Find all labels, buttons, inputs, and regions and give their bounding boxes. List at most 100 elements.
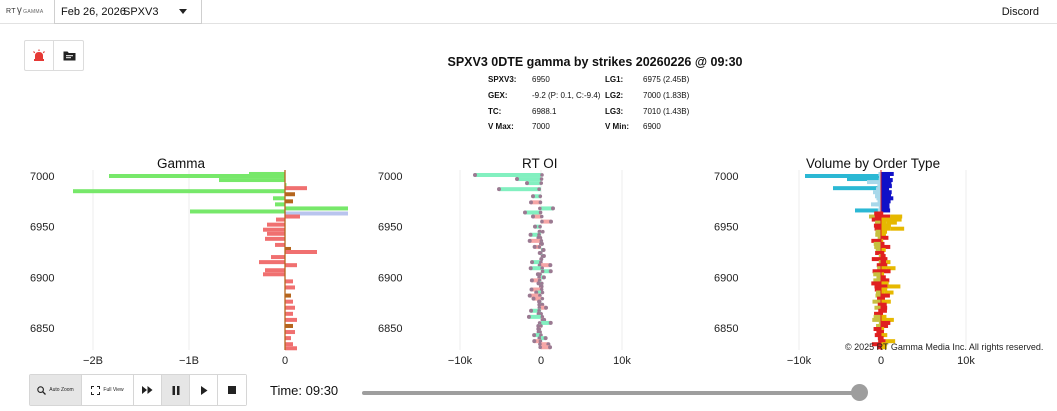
oi-bar bbox=[539, 251, 542, 256]
volume-bar bbox=[881, 263, 888, 268]
oi-bar bbox=[475, 172, 541, 177]
time-slider-thumb[interactable] bbox=[850, 384, 868, 401]
oi-dot bbox=[537, 299, 542, 304]
oi-bar bbox=[541, 241, 543, 246]
volume-bar bbox=[871, 238, 881, 243]
oi-dot bbox=[536, 235, 541, 240]
volume-bar bbox=[877, 199, 881, 204]
date-value: Feb 26, 2026 bbox=[61, 6, 126, 18]
volume-bar bbox=[878, 254, 881, 259]
volume-bar bbox=[887, 284, 901, 289]
volume-bar bbox=[884, 290, 894, 295]
volume-bar bbox=[881, 223, 891, 228]
full-view-button[interactable]: Full View bbox=[82, 375, 134, 405]
oi-bar bbox=[541, 254, 544, 259]
play-button[interactable] bbox=[190, 375, 218, 405]
oi-dot bbox=[539, 257, 544, 261]
volume-bar bbox=[877, 266, 881, 271]
oi-dot bbox=[551, 206, 555, 211]
open-file-button[interactable] bbox=[55, 41, 84, 70]
volume-bar bbox=[874, 214, 881, 219]
oi-dot bbox=[539, 251, 543, 255]
gamma-bar bbox=[275, 202, 285, 207]
stat-key: LG1: bbox=[605, 75, 624, 84]
gamma-bar bbox=[285, 299, 293, 304]
oi-bar bbox=[535, 224, 541, 229]
stat-value: 7010 (1.43B) bbox=[643, 107, 690, 116]
volume-bar bbox=[878, 178, 881, 183]
oi-dot bbox=[538, 210, 543, 215]
volume-bar bbox=[881, 333, 888, 338]
oi-dot bbox=[537, 263, 542, 267]
volume-bar bbox=[883, 317, 894, 322]
fast-forward-button[interactable] bbox=[134, 375, 162, 405]
stat-key: SPXV3: bbox=[488, 75, 517, 84]
volume-bar bbox=[890, 214, 903, 219]
volume-bar bbox=[881, 272, 885, 277]
page-title: SPXV3 0DTE gamma by strikes 20260226 @ 0… bbox=[447, 55, 743, 69]
volume-bar bbox=[873, 278, 881, 283]
volume-bar bbox=[877, 302, 881, 307]
volume-bar bbox=[881, 232, 886, 237]
date-ticker-selector[interactable]: Feb 26, 2026 SPXV3 bbox=[54, 0, 202, 24]
pause-button[interactable] bbox=[162, 375, 190, 405]
x-tick-label: 10k bbox=[613, 355, 631, 367]
rt-gamma-logo[interactable]: RTγGAMMA bbox=[6, 5, 44, 19]
oi-dot bbox=[537, 327, 542, 331]
oi-dot bbox=[541, 248, 545, 252]
stop-button[interactable] bbox=[218, 375, 246, 405]
oi-dot bbox=[544, 305, 549, 310]
oi-dot bbox=[539, 214, 544, 219]
volume-bar bbox=[876, 323, 881, 328]
oi-bar bbox=[541, 206, 553, 211]
volume-bar bbox=[881, 196, 894, 201]
oi-bar bbox=[539, 229, 542, 234]
volume-bar bbox=[881, 275, 886, 280]
fast-forward-icon bbox=[142, 386, 153, 394]
oi-bar bbox=[539, 299, 541, 304]
auto-zoom-button[interactable]: Auto Zoom bbox=[30, 375, 82, 405]
volume-bar bbox=[872, 317, 881, 322]
gamma-bar bbox=[285, 342, 293, 347]
gamma-bar bbox=[285, 330, 295, 335]
oi-bar bbox=[530, 266, 541, 271]
volume-bar bbox=[881, 269, 891, 274]
x-tick-label: −2B bbox=[83, 355, 103, 367]
time-slider-track[interactable] bbox=[362, 391, 867, 395]
oi-bar bbox=[538, 311, 541, 316]
gamma-bar bbox=[285, 336, 291, 341]
gamma-bar bbox=[265, 236, 285, 241]
alert-button[interactable] bbox=[25, 41, 54, 70]
oi-dot bbox=[535, 272, 540, 277]
gamma-bar bbox=[285, 346, 297, 351]
gamma-bar bbox=[285, 246, 291, 251]
oi-bar bbox=[531, 200, 541, 205]
oi-bar bbox=[533, 214, 541, 219]
volume-bar bbox=[881, 330, 884, 335]
volume-bar bbox=[878, 175, 881, 180]
top-bar: RTγGAMMA Feb 26, 2026 SPXV3 Discord bbox=[0, 0, 1057, 24]
volume-bar bbox=[874, 211, 881, 216]
volume-bar bbox=[881, 251, 885, 256]
oi-dot bbox=[541, 275, 546, 280]
volume-bar bbox=[881, 238, 884, 243]
volume-bar bbox=[875, 202, 881, 207]
volume-bar bbox=[873, 327, 881, 332]
oi-dot bbox=[537, 299, 542, 304]
discord-link[interactable]: Discord bbox=[1001, 6, 1039, 18]
chevron-down-icon[interactable] bbox=[179, 9, 187, 14]
oi-dot bbox=[540, 266, 544, 271]
volume-bar bbox=[874, 226, 881, 231]
oi-bar bbox=[538, 235, 541, 240]
volume-bar bbox=[877, 336, 881, 341]
oi-bar bbox=[540, 284, 543, 289]
volume-bar bbox=[875, 232, 881, 237]
volume-bar bbox=[881, 287, 888, 292]
volume-bar bbox=[876, 190, 881, 195]
oi-dot bbox=[548, 263, 553, 268]
volume-bar bbox=[881, 244, 891, 249]
playback-controls: Auto Zoom Full View bbox=[29, 374, 247, 406]
oi-dot bbox=[515, 177, 519, 182]
oi-dot bbox=[540, 281, 544, 286]
volume-bar bbox=[881, 278, 890, 283]
